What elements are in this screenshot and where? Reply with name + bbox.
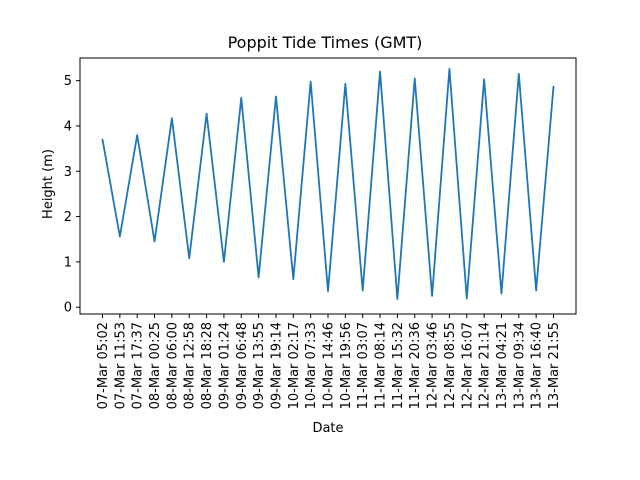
y-axis-label: Height (m): [41, 149, 56, 219]
chart-title: Poppit Tide Times (GMT): [228, 33, 423, 52]
y-tick-label: 1: [64, 255, 72, 270]
series-line: [101, 67, 555, 300]
x-tick-label: 13-Mar 04:21: [495, 322, 510, 409]
plot-area: 0 1 2 3 4 5 07-Mar 05:02 07-Mar 11:53 07-Mar 17:…: [64, 57, 577, 409]
x-tick-label: 07-Mar 11:53: [113, 322, 128, 409]
x-tick-label: 13-Mar 16:40: [530, 322, 545, 409]
x-tick-label: 11-Mar 15:32: [391, 322, 406, 409]
x-tick-label: 10-Mar 14:46: [322, 322, 337, 409]
y-tick-label: 5: [64, 74, 72, 89]
x-tick-label: 12-Mar 03:46: [426, 322, 441, 409]
y-tick-label: 2: [64, 210, 72, 225]
x-tick-label: 13-Mar 09:34: [512, 322, 527, 409]
x-tick-label: 11-Mar 03:07: [356, 322, 371, 409]
x-tick-label: 08-Mar 06:00: [165, 322, 180, 409]
x-axis-label: Date: [312, 421, 343, 436]
x-tick-label: 12-Mar 21:14: [478, 322, 493, 409]
x-tick-label: 11-Mar 20:36: [408, 322, 423, 409]
x-tick-label: 09-Mar 06:48: [235, 322, 250, 409]
x-tick-label: 08-Mar 18:28: [200, 322, 215, 409]
x-tick-label: 07-Mar 17:37: [131, 322, 146, 409]
x-tick-label: 09-Mar 01:24: [217, 322, 232, 409]
x-tick-label: 12-Mar 16:07: [460, 322, 475, 409]
y-tick-label: 0: [64, 301, 72, 316]
x-tick-label: 08-Mar 12:58: [183, 322, 198, 409]
x-tick-label: 11-Mar 08:14: [374, 322, 389, 409]
x-tick-label: 10-Mar 07:33: [304, 322, 319, 409]
x-tick-label: 09-Mar 13:55: [252, 322, 267, 409]
x-tick-label: 10-Mar 02:17: [287, 322, 302, 409]
y-tick-label: 4: [64, 119, 72, 134]
x-tick-label: 07-Mar 05:02: [96, 322, 111, 409]
y-tick-label: 3: [64, 165, 72, 180]
x-tick-label: 12-Mar 08:55: [443, 322, 458, 409]
x-tick-label: 08-Mar 00:25: [148, 322, 163, 409]
x-tick-label: 10-Mar 19:56: [339, 322, 354, 409]
plot-frame: [79, 57, 577, 315]
x-tick-label: 13-Mar 21:55: [547, 322, 562, 409]
x-tick-label: 09-Mar 19:14: [269, 322, 284, 409]
